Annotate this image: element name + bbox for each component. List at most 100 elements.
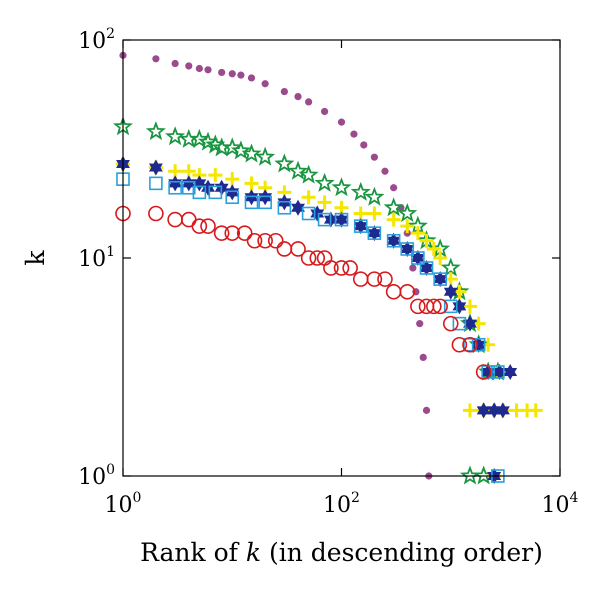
data-point bbox=[364, 186, 385, 206]
data-point bbox=[255, 146, 276, 166]
data-point bbox=[168, 175, 183, 192]
data-point bbox=[200, 218, 216, 234]
data-point bbox=[410, 226, 425, 241]
data-point bbox=[192, 185, 207, 200]
data-point bbox=[426, 241, 441, 256]
data-point bbox=[443, 299, 458, 314]
data-point bbox=[410, 298, 426, 315]
data-point bbox=[258, 195, 272, 210]
data-point bbox=[463, 315, 477, 332]
data-point bbox=[310, 205, 325, 222]
data-point bbox=[317, 195, 332, 210]
data-point bbox=[317, 212, 332, 227]
data-point bbox=[291, 199, 305, 216]
data-point bbox=[290, 241, 306, 257]
data-point bbox=[165, 126, 186, 146]
data-point bbox=[366, 271, 383, 287]
data-point bbox=[419, 353, 427, 361]
data-point bbox=[462, 299, 477, 314]
data-point bbox=[218, 68, 226, 77]
data-point bbox=[463, 337, 477, 352]
data-point bbox=[419, 261, 434, 275]
data-point bbox=[462, 403, 477, 418]
data-point bbox=[298, 164, 319, 184]
data-point bbox=[225, 184, 240, 201]
data-point bbox=[274, 153, 295, 173]
data-point bbox=[481, 337, 496, 352]
data-point bbox=[360, 141, 368, 149]
data-point bbox=[353, 219, 368, 233]
data-point bbox=[236, 225, 253, 241]
data-point bbox=[294, 93, 302, 101]
data-point bbox=[342, 260, 358, 276]
data-point bbox=[288, 160, 309, 180]
data-point bbox=[386, 233, 401, 248]
data-point bbox=[237, 71, 245, 79]
data-point bbox=[471, 337, 486, 352]
data-point bbox=[433, 251, 448, 265]
data-point bbox=[244, 195, 259, 210]
x-tick-label: 104 bbox=[542, 490, 579, 518]
data-point bbox=[323, 260, 339, 276]
data-point bbox=[301, 206, 316, 221]
x-tick-label: 100 bbox=[105, 490, 142, 518]
data-point bbox=[148, 159, 163, 176]
data-point bbox=[440, 257, 461, 277]
data-point bbox=[411, 251, 425, 265]
data-point bbox=[400, 242, 415, 256]
plot-area bbox=[123, 40, 560, 476]
data-point bbox=[452, 316, 467, 331]
data-point bbox=[225, 172, 240, 187]
data-point bbox=[280, 87, 288, 96]
data-point bbox=[451, 336, 468, 353]
data-point bbox=[230, 140, 251, 160]
data-point bbox=[403, 229, 411, 237]
data-point bbox=[320, 107, 329, 116]
data-point bbox=[331, 177, 352, 197]
data-point bbox=[244, 176, 259, 191]
series-0 bbox=[119, 51, 433, 480]
data-point bbox=[301, 190, 316, 205]
data-point bbox=[224, 225, 241, 241]
data-point bbox=[409, 264, 417, 272]
x-tick-label: 102 bbox=[323, 490, 360, 518]
data-point bbox=[191, 218, 208, 234]
data-point bbox=[381, 167, 389, 175]
data-point bbox=[495, 402, 510, 419]
data-point bbox=[152, 55, 160, 63]
data-point bbox=[145, 121, 166, 141]
data-point bbox=[225, 190, 240, 205]
data-point bbox=[377, 271, 393, 287]
data-point bbox=[305, 98, 313, 106]
data-point bbox=[422, 406, 431, 414]
data-point bbox=[208, 168, 223, 183]
data-point bbox=[419, 233, 434, 248]
data-point bbox=[350, 130, 358, 138]
data-point bbox=[416, 320, 424, 328]
data-point bbox=[208, 185, 223, 200]
data-point bbox=[400, 219, 415, 234]
data-point bbox=[386, 212, 401, 227]
data-point bbox=[244, 189, 259, 206]
data-point bbox=[442, 315, 459, 332]
data-point bbox=[195, 64, 203, 73]
data-point bbox=[426, 298, 442, 315]
axis-ticks: 100 102 104 100 101 102 bbox=[78, 26, 578, 518]
data-point bbox=[261, 80, 269, 88]
data-point bbox=[528, 403, 543, 418]
data-point bbox=[350, 181, 371, 201]
data-point bbox=[491, 365, 505, 379]
y-tick-label: 102 bbox=[78, 26, 115, 54]
data-point bbox=[432, 298, 448, 315]
data-point bbox=[181, 180, 196, 195]
data-point bbox=[148, 205, 164, 222]
data-point bbox=[222, 137, 243, 157]
data-point bbox=[337, 118, 346, 126]
data-point bbox=[443, 283, 458, 300]
data-point bbox=[213, 225, 230, 241]
data-point bbox=[433, 272, 447, 286]
data-point bbox=[475, 364, 492, 380]
data-point bbox=[241, 143, 262, 163]
data-point bbox=[334, 212, 349, 227]
